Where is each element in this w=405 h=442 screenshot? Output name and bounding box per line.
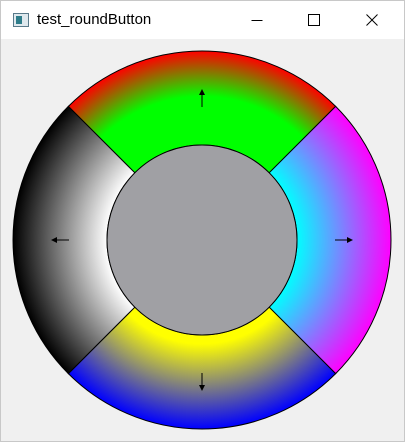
minimize-button[interactable] (234, 1, 280, 39)
arrow-down-icon (199, 373, 205, 391)
app-icon (13, 13, 29, 27)
close-icon (366, 14, 378, 26)
window-title: test_roundButton (37, 11, 152, 28)
close-button[interactable] (349, 1, 395, 39)
center-button[interactable] (106, 144, 298, 336)
maximize-icon (308, 14, 320, 26)
arrow-right-icon (335, 237, 353, 243)
arrow-up-icon (199, 89, 205, 107)
round-button-area (1, 39, 404, 441)
round-button (12, 50, 392, 430)
arrow-left-icon (51, 237, 69, 243)
title-bar[interactable]: test_roundButton (1, 1, 404, 39)
minimize-icon (251, 20, 263, 21)
maximize-button[interactable] (291, 1, 337, 39)
